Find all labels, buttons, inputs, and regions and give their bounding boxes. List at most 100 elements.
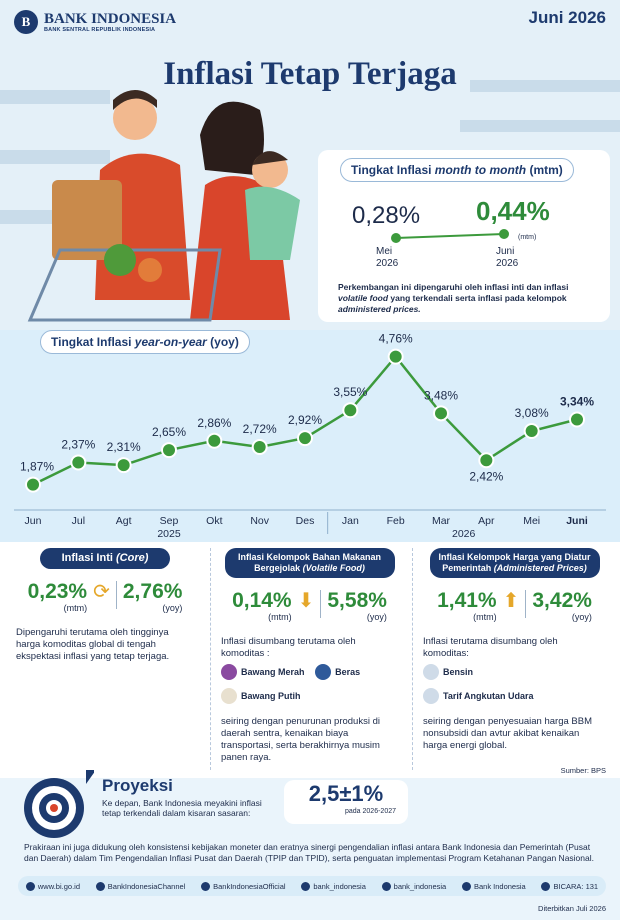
title-part: month to month — [434, 163, 527, 177]
item: Tarif Angkutan Udara — [423, 688, 534, 704]
card-intro: Inflasi terutama disumbang oleh komodita… — [423, 636, 558, 659]
x-tick-label: Feb — [387, 515, 405, 527]
x-tick-label: Jul — [72, 515, 85, 527]
data-point — [25, 476, 41, 493]
year: 2026 — [376, 258, 399, 269]
year: 2026 — [496, 258, 519, 269]
card-intro: Inflasi disumbang terutama oleh komodita… — [221, 636, 356, 659]
separator — [320, 590, 322, 618]
footer-text: Prakiraan ini juga didukung oleh konsist… — [24, 842, 594, 863]
month: Juni — [496, 246, 515, 257]
item: Bensin — [423, 664, 473, 680]
logo: B — [14, 10, 38, 34]
value: 2,76% — [122, 580, 183, 603]
data-point — [387, 348, 404, 365]
card-administered: Inflasi Kelompok Harga yang Diatur Pemer… — [412, 548, 616, 770]
card-text: seiring dengan penyesuaian harga BBM non… — [423, 716, 593, 751]
x-tick-label: Nov — [250, 515, 269, 527]
up-icon: ⬆ — [502, 590, 520, 612]
value-label: 3,55% — [333, 385, 367, 399]
note-part: yang terkendali serta inflasi pada kelom… — [388, 293, 567, 303]
value-label: 3,34% — [560, 395, 594, 409]
mtm-from-period: Mei 2026 — [376, 246, 398, 270]
value-label: 2,72% — [243, 422, 277, 436]
social[interactable]: www.bi.go.id — [25, 881, 80, 891]
yoy-value: 3,42% (yoy) — [532, 590, 592, 623]
value: 1,41% — [437, 589, 497, 612]
card-title: Inflasi Kelompok Harga yang Diatur Pemer… — [429, 548, 600, 578]
data-point — [297, 430, 313, 447]
social[interactable]: bank_indonesia — [301, 881, 366, 891]
item-icon — [221, 664, 237, 680]
social-label: BankIndonesiaChannel — [107, 881, 186, 891]
yoy-title: Tingkat Inflasi year-on-year (yoy) — [40, 330, 250, 354]
x-tick-label: Sep — [160, 515, 179, 527]
title-part: (mtm) — [526, 163, 563, 177]
unit: (yoy) — [162, 603, 183, 613]
item: Bawang Putih — [221, 688, 301, 704]
item-icon — [221, 688, 237, 704]
card-title: Inflasi Inti (Core) — [40, 548, 170, 569]
unit: (yoy) — [366, 612, 387, 622]
down-icon: ⬇ — [297, 590, 315, 612]
x-tick-label: Jan — [342, 515, 359, 527]
value-label: 2,86% — [197, 416, 231, 430]
item-label: Beras — [335, 667, 361, 677]
data-point — [161, 442, 177, 459]
title-part: (Volatile Food) — [302, 563, 365, 573]
social[interactable]: bank_indonesia — [381, 881, 446, 891]
value-label: 3,48% — [424, 388, 458, 402]
year-label: 2026 — [452, 528, 476, 540]
data-point — [569, 411, 585, 428]
title-part: (Core) — [116, 552, 149, 564]
social-label: www.bi.go.id — [37, 881, 80, 891]
value-label: 2,65% — [152, 425, 186, 439]
yoy-chart: 1,87% 2,37% 2,31% 2,65% 2,86% 2,72% 2,92% 3,55%… — [14, 332, 606, 540]
mtm-to-value: 0,44% — [476, 196, 550, 226]
source: Sumber: BPS — [560, 766, 606, 775]
x-tick-label: Mar — [432, 515, 451, 527]
note-part: Perkembangan ini dipengaruhi oleh inflas… — [338, 282, 569, 292]
social-label: bank_indonesia — [313, 881, 366, 891]
date: Juni 2026 — [528, 8, 607, 27]
title-part: year-on-year — [134, 335, 207, 349]
card-core: Inflasi Inti (Core) 0,23% (mtm) ⟳ 2,76% (y… — [6, 548, 204, 770]
item-label: Tarif Angkutan Udara — [443, 691, 534, 701]
social[interactable]: BICARA: 131 — [541, 881, 598, 891]
title-part: Inflasi Inti — [61, 552, 116, 564]
x-tick-label: Des — [296, 515, 315, 527]
card-text: Dipengaruhi terutama oleh tingginya harg… — [16, 627, 170, 662]
mtm-from-value: 0,28% — [352, 202, 421, 229]
projection: Proyeksi Ke depan, Bank Indonesia meyaki… — [14, 770, 606, 838]
mtm-note: Perkembangan ini dipengaruhi oleh inflas… — [338, 282, 600, 315]
title-part: Tingkat Inflasi — [351, 163, 435, 177]
card-values: 0,23% (mtm) ⟳ 2,76% (yoy) — [16, 580, 194, 614]
data-point — [206, 432, 223, 449]
x-tick-label: Agt — [116, 515, 132, 527]
mtm-dot — [391, 233, 401, 243]
item-icon — [315, 664, 332, 680]
mtm-to-period: Juni 2026 — [496, 246, 518, 270]
target-icon — [24, 770, 94, 838]
social[interactable]: BankIndonesiaChannel — [95, 881, 186, 891]
social[interactable]: BankIndonesiaOfficial — [201, 881, 286, 891]
socials: www.bi.go.id BankIndonesiaChannel BankIn… — [18, 876, 606, 896]
social[interactable]: Bank Indonesia — [461, 881, 526, 891]
item-icon — [423, 688, 439, 704]
note-part: volatile food — [338, 293, 389, 303]
unit: (mtm) — [268, 612, 292, 622]
title-part: (yoy) — [206, 335, 239, 349]
social-label: BankIndonesiaOfficial — [213, 881, 286, 891]
x-tick-label: Jun — [25, 515, 42, 527]
stable-icon: ⟳ — [93, 581, 110, 603]
title-part: Tingkat Inflasi — [51, 335, 135, 349]
x-tick-label: Okt — [206, 515, 222, 527]
mtm-value: 0,23% (mtm) — [28, 581, 88, 614]
published: Diterbitkan Juli 2026 — [538, 904, 606, 913]
projection-box: 2,5±1% pada 2026-2027 — [284, 780, 408, 824]
year-label: 2025 — [157, 528, 181, 540]
items: Bawang Merah Beras Bawang Putih — [221, 660, 398, 708]
data-point — [70, 454, 87, 471]
data-point — [523, 423, 540, 440]
